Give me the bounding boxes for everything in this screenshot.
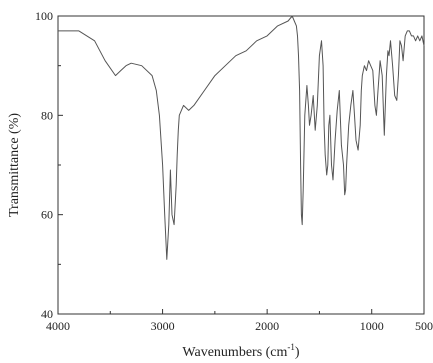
x-tick-label: 4000 [46, 319, 70, 333]
y-tick-label: 100 [35, 9, 53, 23]
x-axis-title-close: ) [295, 345, 300, 360]
x-tick-label: 500 [415, 319, 433, 333]
x-axis-title-main: Wavenumbers (cm [182, 345, 287, 360]
x-tick-label: 2000 [255, 319, 279, 333]
x-tick-label: 3000 [151, 319, 175, 333]
spectrum-line [58, 15, 425, 260]
y-axis-ticks: 40 60 80 100 [35, 9, 63, 321]
x-axis-title-superscript: -1 [287, 342, 295, 352]
x-axis-ticks: 4000 3000 2000 1000 500 [46, 309, 433, 333]
y-tick-label: 40 [41, 307, 53, 321]
y-tick-label: 60 [41, 208, 53, 222]
x-tick-label: 1000 [360, 319, 384, 333]
x-axis-title: Wavenumbers (cm-1) [182, 342, 300, 360]
series-layer [58, 15, 425, 260]
y-axis-title: Transmittance (%) [7, 113, 22, 217]
y-tick-label: 80 [41, 108, 53, 122]
